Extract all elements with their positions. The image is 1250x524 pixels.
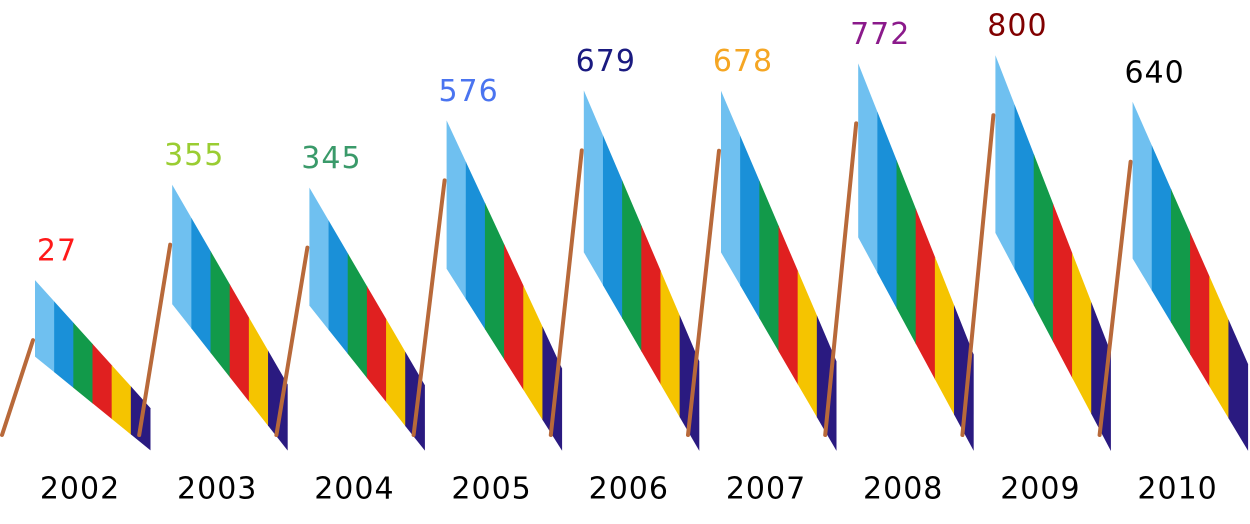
- value-label: 800: [987, 9, 1047, 44]
- flag-stripe: [92, 343, 113, 420]
- flag: [172, 184, 288, 451]
- x-tick-label: 2007: [726, 472, 806, 507]
- flag-pole: [823, 121, 859, 437]
- flag: [446, 120, 563, 451]
- flag-stripe: [347, 253, 368, 379]
- x-tick-label: 2008: [863, 472, 943, 507]
- flag-stripe: [523, 285, 543, 421]
- flag-stripe: [542, 326, 563, 451]
- flag-stripe: [172, 184, 192, 330]
- flag-stripe: [896, 160, 917, 345]
- flag: [721, 90, 837, 451]
- flag-stripe: [602, 135, 623, 320]
- flag: [858, 63, 974, 451]
- flag-stripe: [248, 317, 269, 427]
- flag-stripe: [1209, 275, 1229, 419]
- flag-stripe: [858, 63, 878, 274]
- flag-stripe: [660, 270, 681, 418]
- flag-pole: [1097, 159, 1133, 437]
- flag-stripe: [721, 90, 741, 287]
- flag-stripe: [934, 256, 955, 416]
- flag-stripe: [641, 225, 661, 385]
- flag: [35, 280, 151, 451]
- flag-stripe: [54, 301, 74, 389]
- flag-stripe: [405, 351, 425, 451]
- flag-stripe: [1072, 252, 1092, 415]
- flag-pole: [411, 178, 447, 437]
- flag-stripe: [1170, 188, 1191, 356]
- flag-stripe: [191, 217, 212, 354]
- flag-pole: [686, 148, 721, 437]
- flag-stripe: [268, 350, 288, 451]
- flag-stripe: [877, 111, 898, 310]
- value-label: 679: [576, 44, 636, 79]
- flag-stripe: [328, 220, 349, 355]
- flag-pole: [274, 245, 310, 437]
- x-tick-label: 2002: [40, 472, 120, 507]
- flag-stripe: [1228, 319, 1249, 451]
- flag-stripe: [366, 286, 387, 403]
- flag-stripe: [1091, 301, 1111, 451]
- flag-stripe: [622, 180, 642, 352]
- flag-stripe: [915, 208, 936, 381]
- flag-stripe: [759, 180, 779, 353]
- x-tick-label: 2004: [314, 472, 394, 507]
- value-label: 772: [850, 17, 910, 52]
- flag-stripe: [995, 55, 1016, 270]
- flag-stripe: [73, 322, 93, 404]
- flag-pole: [137, 242, 173, 437]
- flag-pole: [960, 113, 996, 437]
- flag-stripe: [797, 270, 818, 418]
- x-tick-label: 2009: [1000, 472, 1080, 507]
- flag-stripe: [1151, 145, 1172, 324]
- x-tick-label: 2010: [1137, 472, 1217, 507]
- flag-stripe: [1132, 101, 1153, 292]
- flag-stripe: [484, 202, 505, 361]
- flag-stripe: [229, 284, 250, 402]
- flag-pole: [0, 338, 35, 437]
- value-label: 576: [438, 74, 498, 109]
- x-tick-label: 2003: [177, 472, 257, 507]
- flag-stripe: [309, 187, 330, 331]
- flag-stripe: [778, 225, 799, 385]
- value-label: 678: [713, 44, 773, 79]
- flag-stripe: [583, 90, 604, 287]
- flag-stripe: [465, 161, 486, 330]
- flag-stripe: [446, 120, 467, 300]
- flag-stripe: [386, 318, 406, 427]
- flag-stripe: [35, 280, 55, 373]
- flag-stripe: [504, 243, 524, 391]
- flag-stripe: [679, 315, 700, 451]
- flag-stripe: [111, 365, 132, 435]
- flag-stripe: [1014, 104, 1035, 307]
- flag-stripe: [740, 135, 760, 320]
- x-tick-label: 2006: [589, 472, 669, 507]
- flag-stripe: [1190, 232, 1210, 387]
- value-label: 345: [301, 141, 361, 176]
- value-label: 640: [1124, 55, 1184, 90]
- value-label: 27: [37, 234, 77, 269]
- flag-stripe: [1033, 153, 1054, 343]
- flag: [1132, 101, 1249, 451]
- flag: [995, 55, 1111, 451]
- flag: [309, 187, 425, 451]
- flag: [583, 90, 700, 451]
- flag-pole: [548, 148, 584, 437]
- flag-stripe: [1052, 203, 1073, 379]
- flag-stripe: [954, 305, 974, 451]
- x-tick-label: 2005: [451, 472, 531, 507]
- flag-stripe: [210, 251, 231, 378]
- flag-stripe: [816, 315, 837, 451]
- value-label: 355: [164, 138, 224, 173]
